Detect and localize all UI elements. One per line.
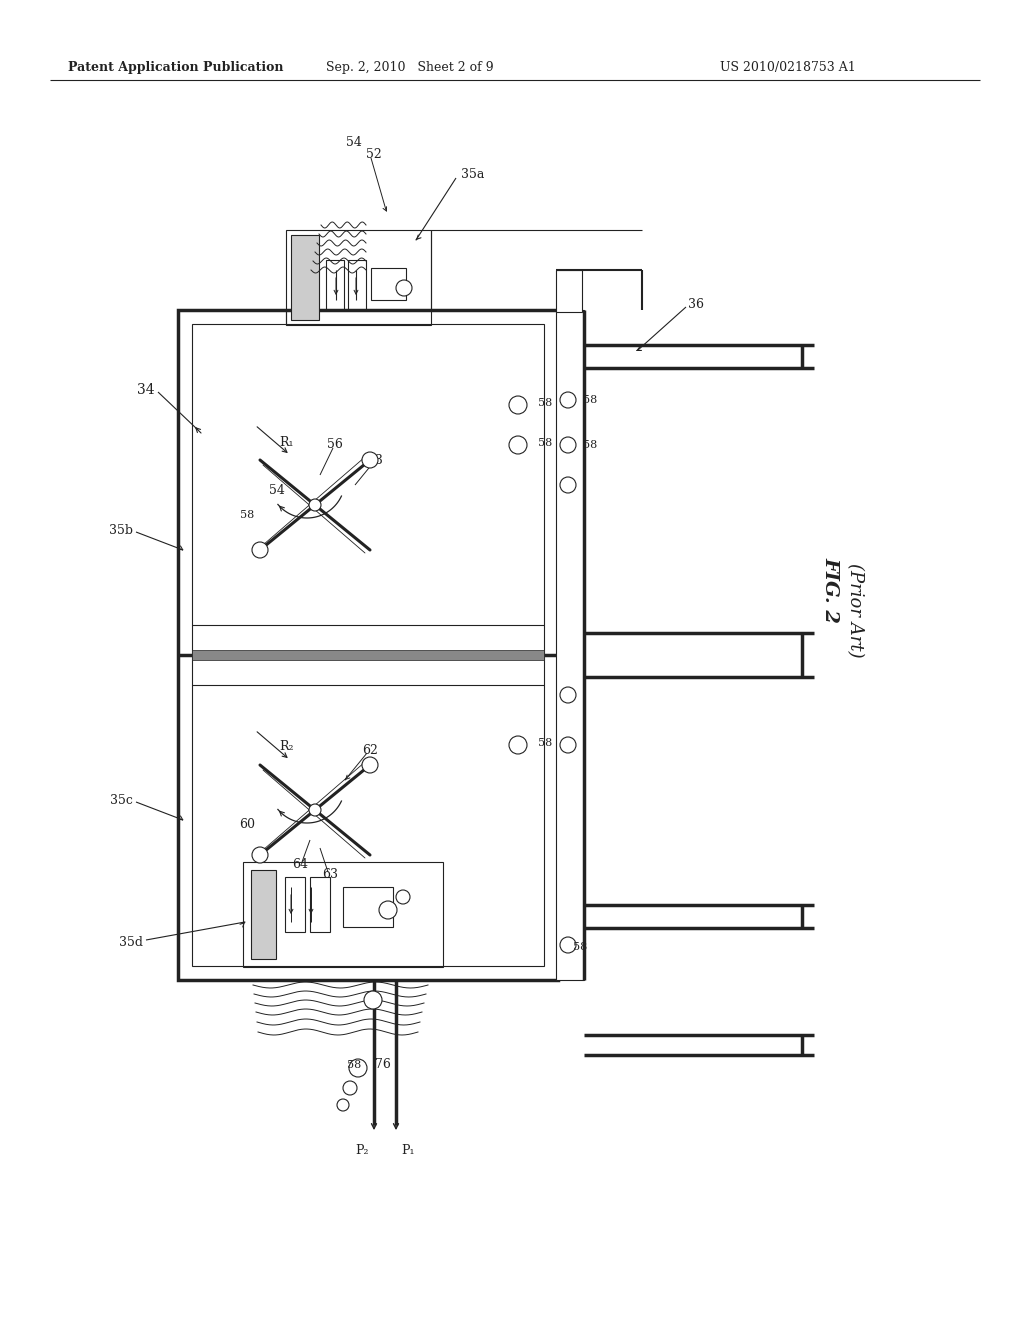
Bar <box>556 271 582 312</box>
Text: 56: 56 <box>327 438 343 451</box>
Text: 58: 58 <box>573 942 587 952</box>
Text: Sep. 2, 2010   Sheet 2 of 9: Sep. 2, 2010 Sheet 2 of 9 <box>327 62 494 74</box>
Bar <box>193 649 544 660</box>
Circle shape <box>509 396 527 414</box>
Text: P₁: P₁ <box>401 1143 415 1156</box>
Bar <box>371 268 406 300</box>
Circle shape <box>396 890 410 904</box>
Text: 58: 58 <box>240 510 254 520</box>
Text: 58: 58 <box>583 395 597 405</box>
Text: 53: 53 <box>367 454 383 466</box>
Text: 54: 54 <box>346 136 361 149</box>
Text: 64: 64 <box>292 858 308 871</box>
Circle shape <box>560 937 575 953</box>
Text: FIG. 2: FIG. 2 <box>821 557 839 623</box>
Text: (Prior Art): (Prior Art) <box>846 562 864 657</box>
Circle shape <box>560 437 575 453</box>
Text: R₂: R₂ <box>280 741 294 754</box>
Text: 63: 63 <box>322 869 338 882</box>
Bar <box>286 230 431 325</box>
Bar <box>326 260 344 310</box>
Text: Patent Application Publication: Patent Application Publication <box>68 62 284 74</box>
Circle shape <box>309 499 321 511</box>
Text: US 2010/0218753 A1: US 2010/0218753 A1 <box>720 62 856 74</box>
Bar <box>178 310 558 979</box>
Circle shape <box>362 451 378 469</box>
Circle shape <box>396 280 412 296</box>
Text: 58: 58 <box>583 440 597 450</box>
Text: 35d: 35d <box>119 936 143 949</box>
Bar <box>291 235 319 319</box>
Text: 58: 58 <box>538 738 552 748</box>
Bar <box>348 260 366 310</box>
Bar <box>556 310 584 979</box>
Bar <box>310 876 330 932</box>
Circle shape <box>309 804 321 816</box>
Bar <box>243 862 443 968</box>
Circle shape <box>560 686 575 704</box>
Bar <box>193 323 544 966</box>
Circle shape <box>560 737 575 752</box>
Text: 36: 36 <box>688 298 705 312</box>
Text: 52: 52 <box>367 149 382 161</box>
Circle shape <box>349 1059 367 1077</box>
Bar <box>343 887 393 927</box>
Text: 62: 62 <box>362 743 378 756</box>
Circle shape <box>362 756 378 774</box>
Circle shape <box>379 902 397 919</box>
Text: 35b: 35b <box>109 524 133 536</box>
Circle shape <box>560 477 575 492</box>
Text: 58: 58 <box>347 1060 361 1071</box>
Circle shape <box>252 847 268 863</box>
Text: 35c: 35c <box>111 793 133 807</box>
Text: 58: 58 <box>538 399 552 408</box>
Text: 54: 54 <box>269 483 285 496</box>
Circle shape <box>343 1081 357 1096</box>
Bar <box>251 870 276 960</box>
Text: P₂: P₂ <box>355 1143 369 1156</box>
Circle shape <box>364 991 382 1008</box>
Circle shape <box>560 392 575 408</box>
Text: 58: 58 <box>538 438 552 447</box>
Text: 35a: 35a <box>461 169 484 181</box>
Circle shape <box>509 737 527 754</box>
Text: 76: 76 <box>375 1059 391 1072</box>
Circle shape <box>337 1100 349 1111</box>
Circle shape <box>252 543 268 558</box>
Text: R₁: R₁ <box>280 436 294 449</box>
Circle shape <box>509 436 527 454</box>
Text: 60: 60 <box>239 818 255 832</box>
Bar <box>285 876 305 932</box>
Text: 34: 34 <box>137 383 155 397</box>
